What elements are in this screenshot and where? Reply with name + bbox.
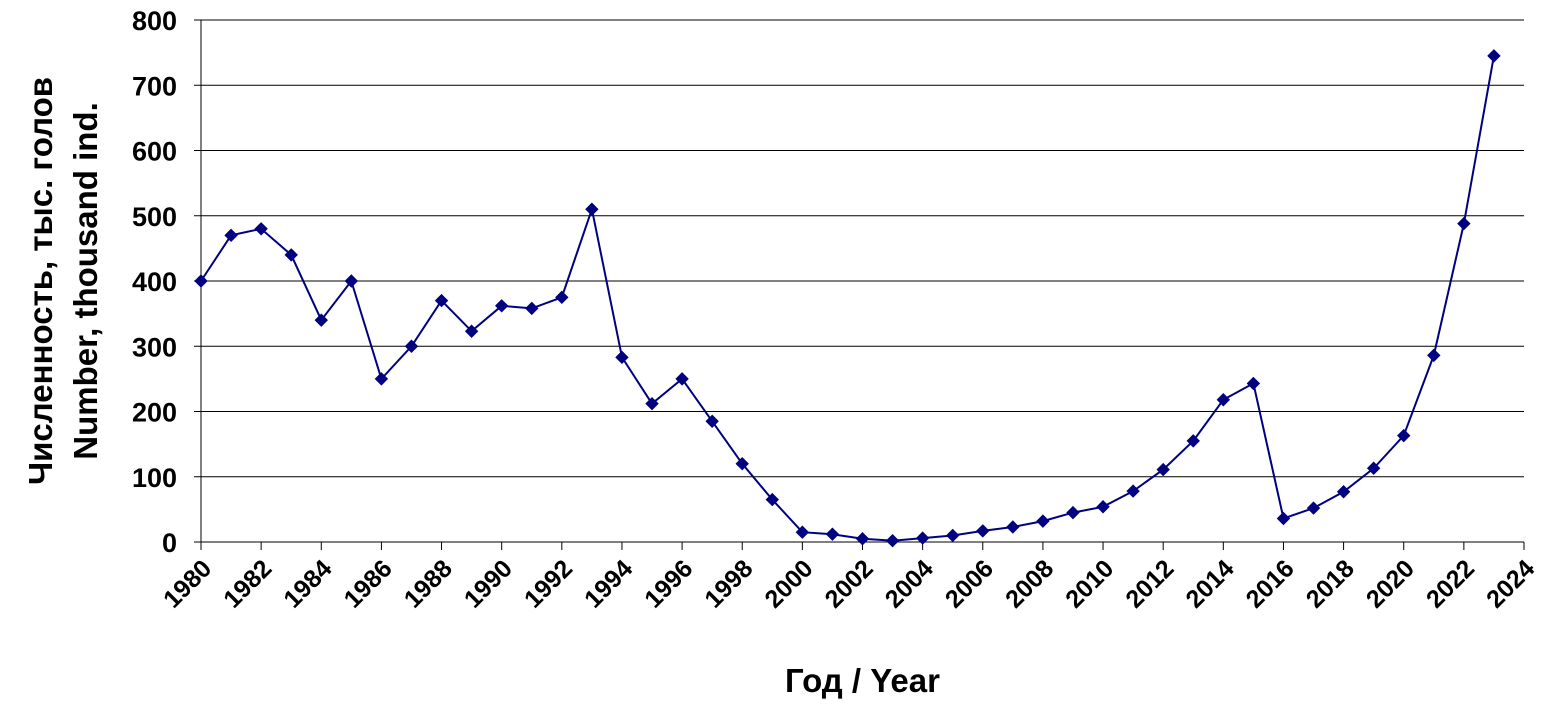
data-point xyxy=(1427,348,1441,363)
data-point xyxy=(1397,428,1411,443)
data-point xyxy=(945,528,960,543)
data-point xyxy=(1156,462,1170,477)
y-axis-title-line: Number, thousand ind. xyxy=(67,102,104,460)
x-tick-label: 1992 xyxy=(519,554,578,613)
data-point xyxy=(1306,501,1321,515)
x-tick-labels: 1980 1982 1984 1986 1988 1990 1992 1994 1996 1998… xyxy=(158,542,1540,614)
data-point xyxy=(224,228,238,243)
data-point xyxy=(525,301,539,316)
x-tick-label: 2016 xyxy=(1241,554,1300,613)
x-tick-label: 2022 xyxy=(1421,554,1480,613)
data-point xyxy=(795,525,810,539)
data-point xyxy=(1126,484,1140,498)
x-tick-label: 2012 xyxy=(1120,554,1179,613)
data-point xyxy=(1036,514,1050,528)
data-point xyxy=(885,533,900,548)
data-point xyxy=(1186,434,1200,448)
y-tick-label: 600 xyxy=(132,137,177,167)
x-tick-label: 1994 xyxy=(579,554,638,613)
data-point xyxy=(1246,376,1261,391)
data-point xyxy=(434,293,449,308)
data-point xyxy=(1487,49,1501,63)
x-tick-label: 2000 xyxy=(759,554,818,613)
data-point xyxy=(1006,520,1020,534)
data-point xyxy=(735,456,749,471)
y-tick-label: 300 xyxy=(132,332,177,362)
x-tick-label: 2004 xyxy=(880,554,939,613)
x-tick-label: 1988 xyxy=(399,554,458,613)
x-tick-label: 2002 xyxy=(820,554,879,613)
data-point xyxy=(1366,461,1381,475)
data-point xyxy=(494,299,509,313)
data-point xyxy=(1216,393,1231,407)
x-tick-label: 2014 xyxy=(1180,554,1239,613)
y-tick-label: 800 xyxy=(132,6,177,36)
x-tick-label: 2024 xyxy=(1481,554,1540,613)
data-point xyxy=(915,531,930,545)
data-point xyxy=(705,414,719,428)
data-point xyxy=(855,532,870,546)
x-tick-label: 1980 xyxy=(158,554,217,613)
data-point xyxy=(1276,511,1291,526)
x-axis-title: Год / Year xyxy=(785,662,940,699)
x-tick-label: 1998 xyxy=(699,554,758,613)
y-tick-label: 100 xyxy=(132,463,177,493)
data-point xyxy=(1457,216,1471,231)
data-point xyxy=(404,339,419,353)
y-tick-label: 400 xyxy=(132,267,177,297)
data-point xyxy=(194,274,208,288)
y-axis-title: Численность, тыс. голов Number, thousand … xyxy=(22,77,104,485)
series-group xyxy=(194,49,1501,548)
data-point xyxy=(1336,485,1351,499)
data-point xyxy=(555,290,569,305)
data-point xyxy=(1096,500,1110,514)
data-point xyxy=(585,202,599,216)
y-tick-label: 500 xyxy=(132,202,177,232)
data-point xyxy=(344,274,359,288)
data-point xyxy=(615,350,629,365)
y-tick-label: 0 xyxy=(162,528,177,558)
data-point xyxy=(976,524,990,538)
data-point xyxy=(825,527,840,541)
x-tick-label: 1996 xyxy=(639,554,698,613)
x-tick-label: 1990 xyxy=(459,554,518,613)
x-tick-label: 2008 xyxy=(1000,554,1059,613)
data-point xyxy=(284,248,298,262)
x-tick-label: 1984 xyxy=(278,554,337,613)
x-tick-label: 2020 xyxy=(1361,554,1420,613)
y-axis-title-line: Численность, тыс. голов xyxy=(22,77,59,485)
x-tick-label: 2018 xyxy=(1301,554,1360,613)
data-point xyxy=(765,492,780,507)
x-tick-label: 1986 xyxy=(339,554,398,613)
x-tick-label: 2006 xyxy=(940,554,999,613)
x-tick-label: 1982 xyxy=(218,554,277,613)
series-line xyxy=(200,55,1495,542)
data-point xyxy=(675,372,689,386)
data-point xyxy=(374,372,389,386)
y-tick-labels: 0 100 200 300 400 500 600 700 800 xyxy=(132,6,177,558)
x-tick-label: 2010 xyxy=(1060,554,1119,613)
data-point xyxy=(314,313,328,327)
data-point xyxy=(645,396,659,411)
data-point xyxy=(464,324,479,338)
data-point xyxy=(1066,505,1080,520)
y-tick-label: 200 xyxy=(132,398,177,428)
gridlines xyxy=(194,19,1524,543)
data-point xyxy=(254,222,268,236)
y-tick-label: 700 xyxy=(132,71,177,101)
